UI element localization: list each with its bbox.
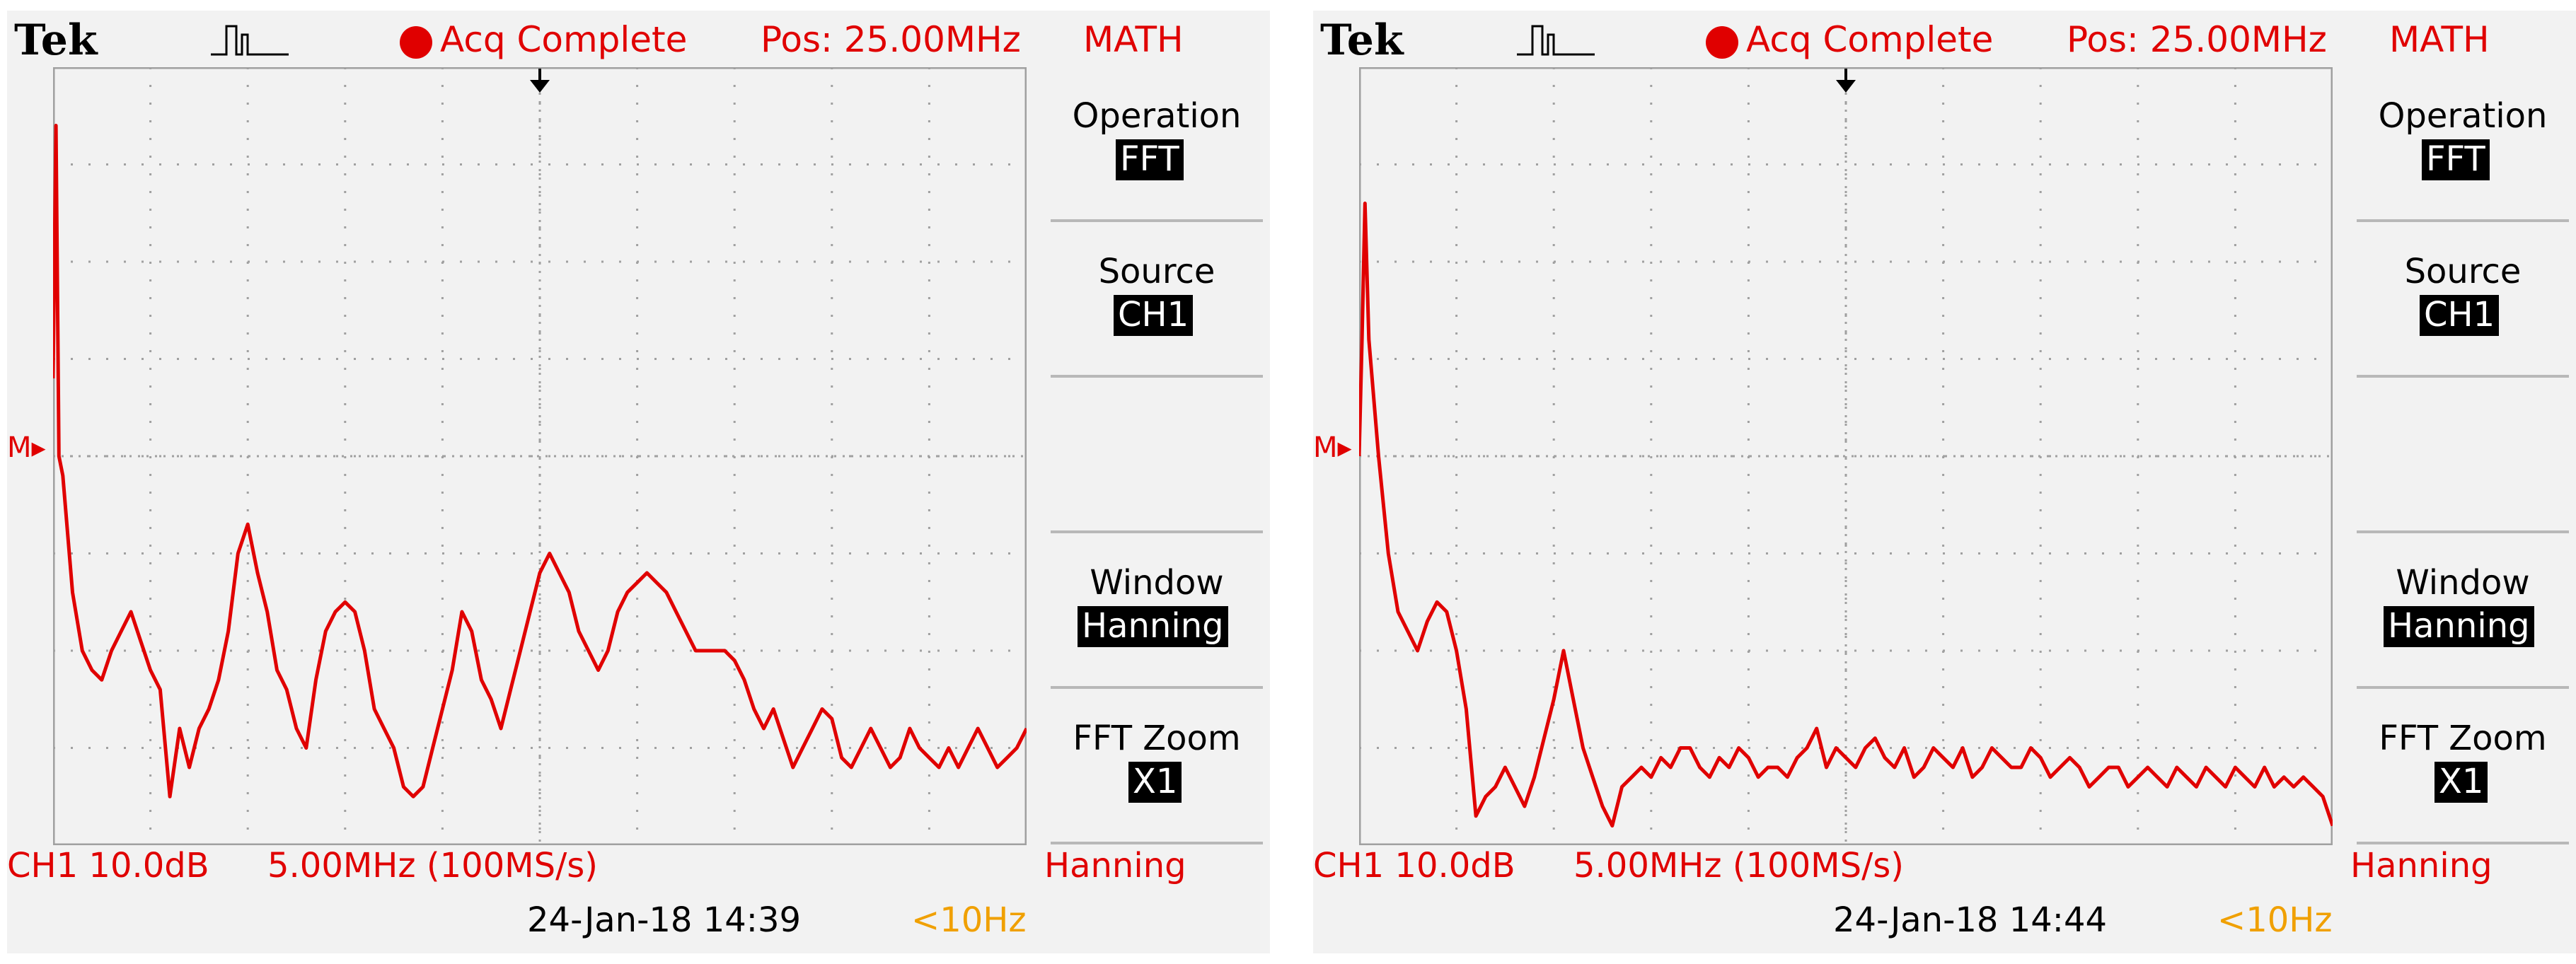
menu-item-fft-zoom-value[interactable]: X1: [2435, 762, 2488, 803]
menu-divider: [2357, 530, 2569, 533]
timebase-readout: 5.00MHz (100MS/s): [1573, 846, 1904, 885]
trigger-frequency-readout: <10Hz: [911, 900, 1027, 940]
menu-divider: [2357, 375, 2569, 378]
timebase-readout: 5.00MHz (100MS/s): [267, 846, 598, 885]
menu-item-window-label[interactable]: Window: [2396, 563, 2530, 603]
trigger-pulse-icon: [1517, 25, 1595, 56]
trigger-position-marker-icon: [1836, 69, 1856, 93]
menu-item-window-value[interactable]: Hanning: [1078, 606, 1228, 647]
menu-item-source-value[interactable]: CH1: [2420, 295, 2500, 336]
menu-item-source-label[interactable]: Source: [1098, 252, 1215, 291]
menu-item-operation-value[interactable]: FFT: [2422, 139, 2490, 180]
fft-trace: [53, 124, 1027, 799]
menu-title: MATH: [1083, 19, 1184, 60]
menu-item-fft-zoom-label[interactable]: FFT Zoom: [1073, 719, 1241, 758]
menu-divider: [2357, 219, 2569, 222]
menu-item-operation-label[interactable]: Operation: [1072, 96, 1242, 136]
datetime-readout: 24-Jan-18 14:39: [527, 900, 802, 940]
record-dot-icon: [400, 26, 432, 59]
acquisition-status: Acq Complete: [440, 19, 688, 60]
fft-graticule: [53, 67, 1027, 845]
brand-logo: Tek: [14, 16, 98, 65]
menu-item-fft-zoom-label[interactable]: FFT Zoom: [2379, 719, 2547, 758]
menu-item-window-label[interactable]: Window: [1090, 563, 1224, 603]
fft-trace: [1359, 202, 2333, 827]
fft-graticule: [1359, 67, 2333, 845]
horizontal-position: Pos: 25.00MHz: [761, 19, 1021, 60]
acquisition-status: Acq Complete: [1746, 19, 1994, 60]
trigger-position-marker-icon: [530, 69, 550, 93]
menu-item-source-label[interactable]: Source: [2404, 252, 2522, 291]
channel-scale: CH1 10.0dB: [7, 846, 209, 885]
menu-item-window-value[interactable]: Hanning: [2384, 606, 2534, 647]
window-readout: Hanning: [1044, 846, 1186, 885]
menu-divider: [2357, 686, 2569, 689]
scope-screen-right: Tek Acq Complete Pos: 25.00MHz MATH M▸ C…: [1313, 11, 2576, 953]
channel-scale: CH1 10.0dB: [1313, 846, 1515, 885]
menu-divider: [1051, 219, 1263, 222]
record-dot-icon: [1706, 26, 1738, 59]
menu-title: MATH: [2389, 19, 2490, 60]
datetime-readout: 24-Jan-18 14:44: [1833, 900, 2108, 940]
math-reference-marker-icon: M▸: [1313, 431, 1352, 464]
menu-divider: [1051, 375, 1263, 378]
menu-divider: [2357, 842, 2569, 844]
menu-item-operation-value[interactable]: FFT: [1116, 139, 1184, 180]
trigger-frequency-readout: <10Hz: [2217, 900, 2333, 940]
math-reference-marker-icon: M▸: [7, 431, 46, 464]
brand-logo: Tek: [1320, 16, 1404, 65]
scope-screen-left: Tek Acq Complete Pos: 25.00MHz MATH M▸ C…: [7, 11, 1270, 953]
menu-divider: [1051, 686, 1263, 689]
trigger-pulse-icon: [211, 25, 289, 56]
menu-item-operation-label[interactable]: Operation: [2378, 96, 2548, 136]
menu-item-fft-zoom-value[interactable]: X1: [1128, 762, 1182, 803]
menu-divider: [1051, 842, 1263, 844]
window-readout: Hanning: [2350, 846, 2493, 885]
menu-item-source-value[interactable]: CH1: [1114, 295, 1194, 336]
menu-divider: [1051, 530, 1263, 533]
horizontal-position: Pos: 25.00MHz: [2067, 19, 2327, 60]
